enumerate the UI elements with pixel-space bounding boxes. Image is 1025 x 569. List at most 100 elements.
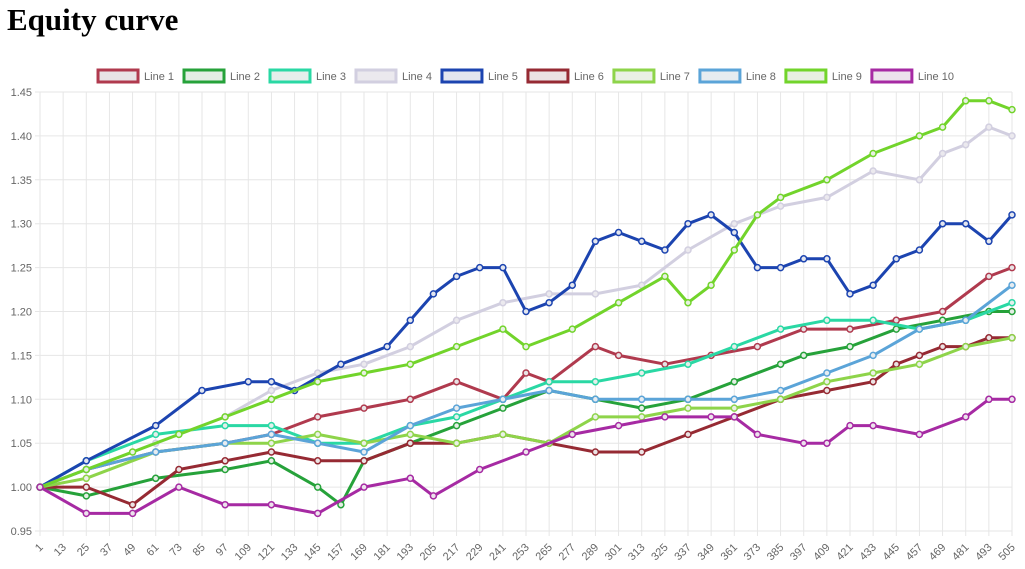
data-point[interactable] bbox=[406, 474, 415, 483]
data-point[interactable] bbox=[452, 413, 461, 421]
data-point[interactable] bbox=[522, 342, 530, 351]
legend-item-line-7[interactable]: Line 7 bbox=[612, 68, 690, 84]
data-point[interactable] bbox=[591, 395, 600, 404]
data-point[interactable] bbox=[1008, 298, 1016, 307]
data-point[interactable] bbox=[360, 448, 368, 456]
data-point[interactable] bbox=[961, 413, 970, 421]
data-point[interactable] bbox=[753, 263, 762, 272]
data-point[interactable] bbox=[961, 97, 970, 105]
data-point[interactable] bbox=[892, 316, 901, 325]
data-point[interactable] bbox=[151, 448, 160, 456]
data-point[interactable] bbox=[591, 448, 600, 456]
data-point[interactable] bbox=[776, 386, 785, 395]
legend-item-line-6[interactable]: Line 6 bbox=[526, 68, 604, 84]
data-point[interactable] bbox=[522, 307, 530, 316]
legend-item-line-3[interactable]: Line 3 bbox=[268, 68, 346, 84]
data-point[interactable] bbox=[730, 404, 739, 412]
data-point[interactable] bbox=[730, 219, 739, 228]
data-point[interactable] bbox=[452, 272, 461, 281]
data-point[interactable] bbox=[568, 325, 577, 333]
data-point[interactable] bbox=[82, 457, 91, 465]
data-point[interactable] bbox=[406, 360, 415, 368]
data-point[interactable] bbox=[522, 448, 530, 456]
data-point[interactable] bbox=[892, 360, 901, 368]
data-point[interactable] bbox=[313, 439, 322, 447]
data-point[interactable] bbox=[661, 272, 669, 281]
data-point[interactable] bbox=[776, 193, 785, 202]
data-point[interactable] bbox=[915, 176, 924, 184]
data-point[interactable] bbox=[383, 342, 391, 351]
data-point[interactable] bbox=[961, 316, 970, 325]
data-point[interactable] bbox=[499, 404, 507, 412]
data-point[interactable] bbox=[175, 483, 183, 491]
data-point[interactable] bbox=[614, 351, 623, 360]
data-point[interactable] bbox=[823, 316, 831, 325]
data-point[interactable] bbox=[522, 369, 530, 377]
data-point[interactable] bbox=[128, 448, 137, 456]
data-point[interactable] bbox=[499, 263, 507, 272]
data-point[interactable] bbox=[799, 351, 808, 360]
data-point[interactable] bbox=[313, 413, 322, 421]
data-point[interactable] bbox=[591, 290, 600, 298]
data-point[interactable] bbox=[730, 246, 739, 254]
data-point[interactable] bbox=[1008, 334, 1016, 342]
data-point[interactable] bbox=[591, 377, 600, 386]
data-point[interactable] bbox=[221, 457, 229, 465]
data-point[interactable] bbox=[313, 377, 322, 386]
data-point[interactable] bbox=[823, 176, 831, 184]
data-point[interactable] bbox=[985, 237, 993, 246]
data-point[interactable] bbox=[730, 377, 739, 386]
data-point[interactable] bbox=[938, 316, 947, 325]
data-point[interactable] bbox=[637, 448, 646, 456]
data-point[interactable] bbox=[799, 439, 808, 447]
data-point[interactable] bbox=[753, 211, 762, 219]
data-point[interactable] bbox=[730, 228, 739, 237]
data-point[interactable] bbox=[823, 386, 831, 395]
data-point[interactable] bbox=[823, 377, 831, 386]
data-point[interactable] bbox=[360, 360, 368, 368]
data-point[interactable] bbox=[637, 395, 646, 404]
data-point[interactable] bbox=[938, 307, 947, 316]
legend-item-line-10[interactable]: Line 10 bbox=[870, 68, 954, 84]
data-point[interactable] bbox=[915, 430, 924, 439]
data-point[interactable] bbox=[82, 465, 91, 474]
data-point[interactable] bbox=[938, 342, 947, 351]
data-point[interactable] bbox=[938, 219, 947, 228]
data-point[interactable] bbox=[360, 457, 368, 465]
data-point[interactable] bbox=[707, 211, 715, 219]
data-point[interactable] bbox=[637, 369, 646, 377]
data-point[interactable] bbox=[985, 97, 993, 105]
data-point[interactable] bbox=[360, 483, 368, 491]
data-point[interactable] bbox=[915, 132, 924, 140]
data-point[interactable] bbox=[776, 360, 785, 368]
data-point[interactable] bbox=[128, 509, 137, 518]
data-point[interactable] bbox=[175, 430, 183, 439]
data-point[interactable] bbox=[198, 386, 206, 395]
data-point[interactable] bbox=[499, 325, 507, 333]
data-point[interactable] bbox=[221, 439, 229, 447]
data-point[interactable] bbox=[313, 430, 322, 439]
data-point[interactable] bbox=[128, 500, 137, 509]
data-point[interactable] bbox=[823, 369, 831, 377]
data-point[interactable] bbox=[267, 377, 276, 386]
data-point[interactable] bbox=[684, 430, 692, 439]
data-point[interactable] bbox=[429, 492, 438, 500]
data-point[interactable] bbox=[82, 509, 91, 518]
data-point[interactable] bbox=[545, 377, 553, 386]
data-point[interactable] bbox=[313, 483, 322, 491]
data-point[interactable] bbox=[591, 237, 600, 246]
data-point[interactable] bbox=[591, 413, 600, 421]
data-point[interactable] bbox=[961, 342, 970, 351]
data-point[interactable] bbox=[869, 377, 877, 386]
data-point[interactable] bbox=[799, 255, 808, 263]
data-point[interactable] bbox=[684, 360, 692, 368]
data-point[interactable] bbox=[823, 193, 831, 202]
legend-item-line-5[interactable]: Line 5 bbox=[440, 68, 518, 84]
data-point[interactable] bbox=[337, 360, 345, 368]
data-point[interactable] bbox=[313, 509, 322, 518]
data-point[interactable] bbox=[985, 272, 993, 281]
data-point[interactable] bbox=[499, 298, 507, 307]
data-point[interactable] bbox=[637, 413, 646, 421]
data-point[interactable] bbox=[730, 342, 739, 351]
data-point[interactable] bbox=[614, 228, 623, 237]
